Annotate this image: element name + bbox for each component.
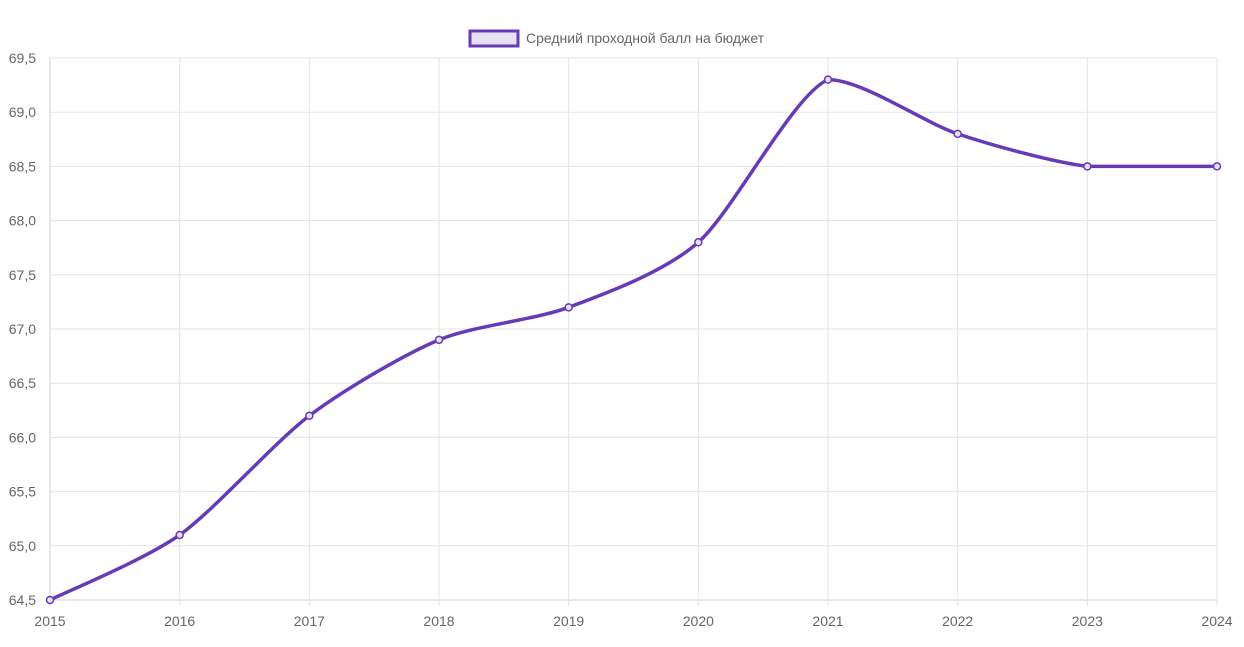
y-tick-label: 68,5 xyxy=(9,158,36,174)
y-tick-label: 68,0 xyxy=(9,213,36,229)
data-point[interactable] xyxy=(45,595,55,605)
data-point[interactable] xyxy=(953,129,962,139)
series xyxy=(45,75,1222,605)
x-tick-label: 2024 xyxy=(1201,613,1232,629)
x-tick-label: 2016 xyxy=(164,613,195,629)
y-tick-label: 66,5 xyxy=(9,375,36,391)
y-tick-label: 65,0 xyxy=(9,538,36,554)
y-tick-label: 69,5 xyxy=(9,50,36,66)
data-point[interactable] xyxy=(564,303,573,312)
x-tick-label: 2018 xyxy=(423,613,454,629)
y-tick-label: 69,0 xyxy=(9,104,36,120)
y-tick-label: 67,5 xyxy=(9,267,36,283)
legend-swatch[interactable] xyxy=(468,29,520,48)
data-point[interactable] xyxy=(694,238,703,247)
legend[interactable]: Средний проходной балл на бюджет xyxy=(468,29,765,48)
data-point[interactable] xyxy=(175,530,184,540)
data-point[interactable] xyxy=(434,335,444,345)
data-point[interactable] xyxy=(305,411,314,420)
y-tick-label: 66,0 xyxy=(9,429,36,445)
y-tick-label: 67,0 xyxy=(9,321,36,337)
legend-label[interactable]: Средний проходной балл на бюджет xyxy=(526,30,765,46)
data-point[interactable] xyxy=(1212,162,1222,171)
axes: 64,5 65,0 65,5 66,0 66,5 67,0 67,5 68,0 68,5 69,0… xyxy=(9,50,1233,629)
x-tick-label: 2021 xyxy=(812,613,843,629)
data-point[interactable] xyxy=(1083,162,1092,171)
x-tick-label: 2019 xyxy=(553,613,584,629)
series-line xyxy=(48,77,1219,602)
data-point[interactable] xyxy=(823,75,833,84)
grid xyxy=(49,57,1218,606)
x-tick-label: 2020 xyxy=(683,613,714,629)
x-tick-label: 2023 xyxy=(1072,613,1103,629)
x-tick-label: 2015 xyxy=(34,613,65,629)
x-tick-label: 2017 xyxy=(294,613,325,629)
x-tick-label: 2022 xyxy=(942,613,973,629)
y-tick-label: 64,5 xyxy=(9,592,36,608)
y-tick-label: 65,5 xyxy=(9,484,36,500)
